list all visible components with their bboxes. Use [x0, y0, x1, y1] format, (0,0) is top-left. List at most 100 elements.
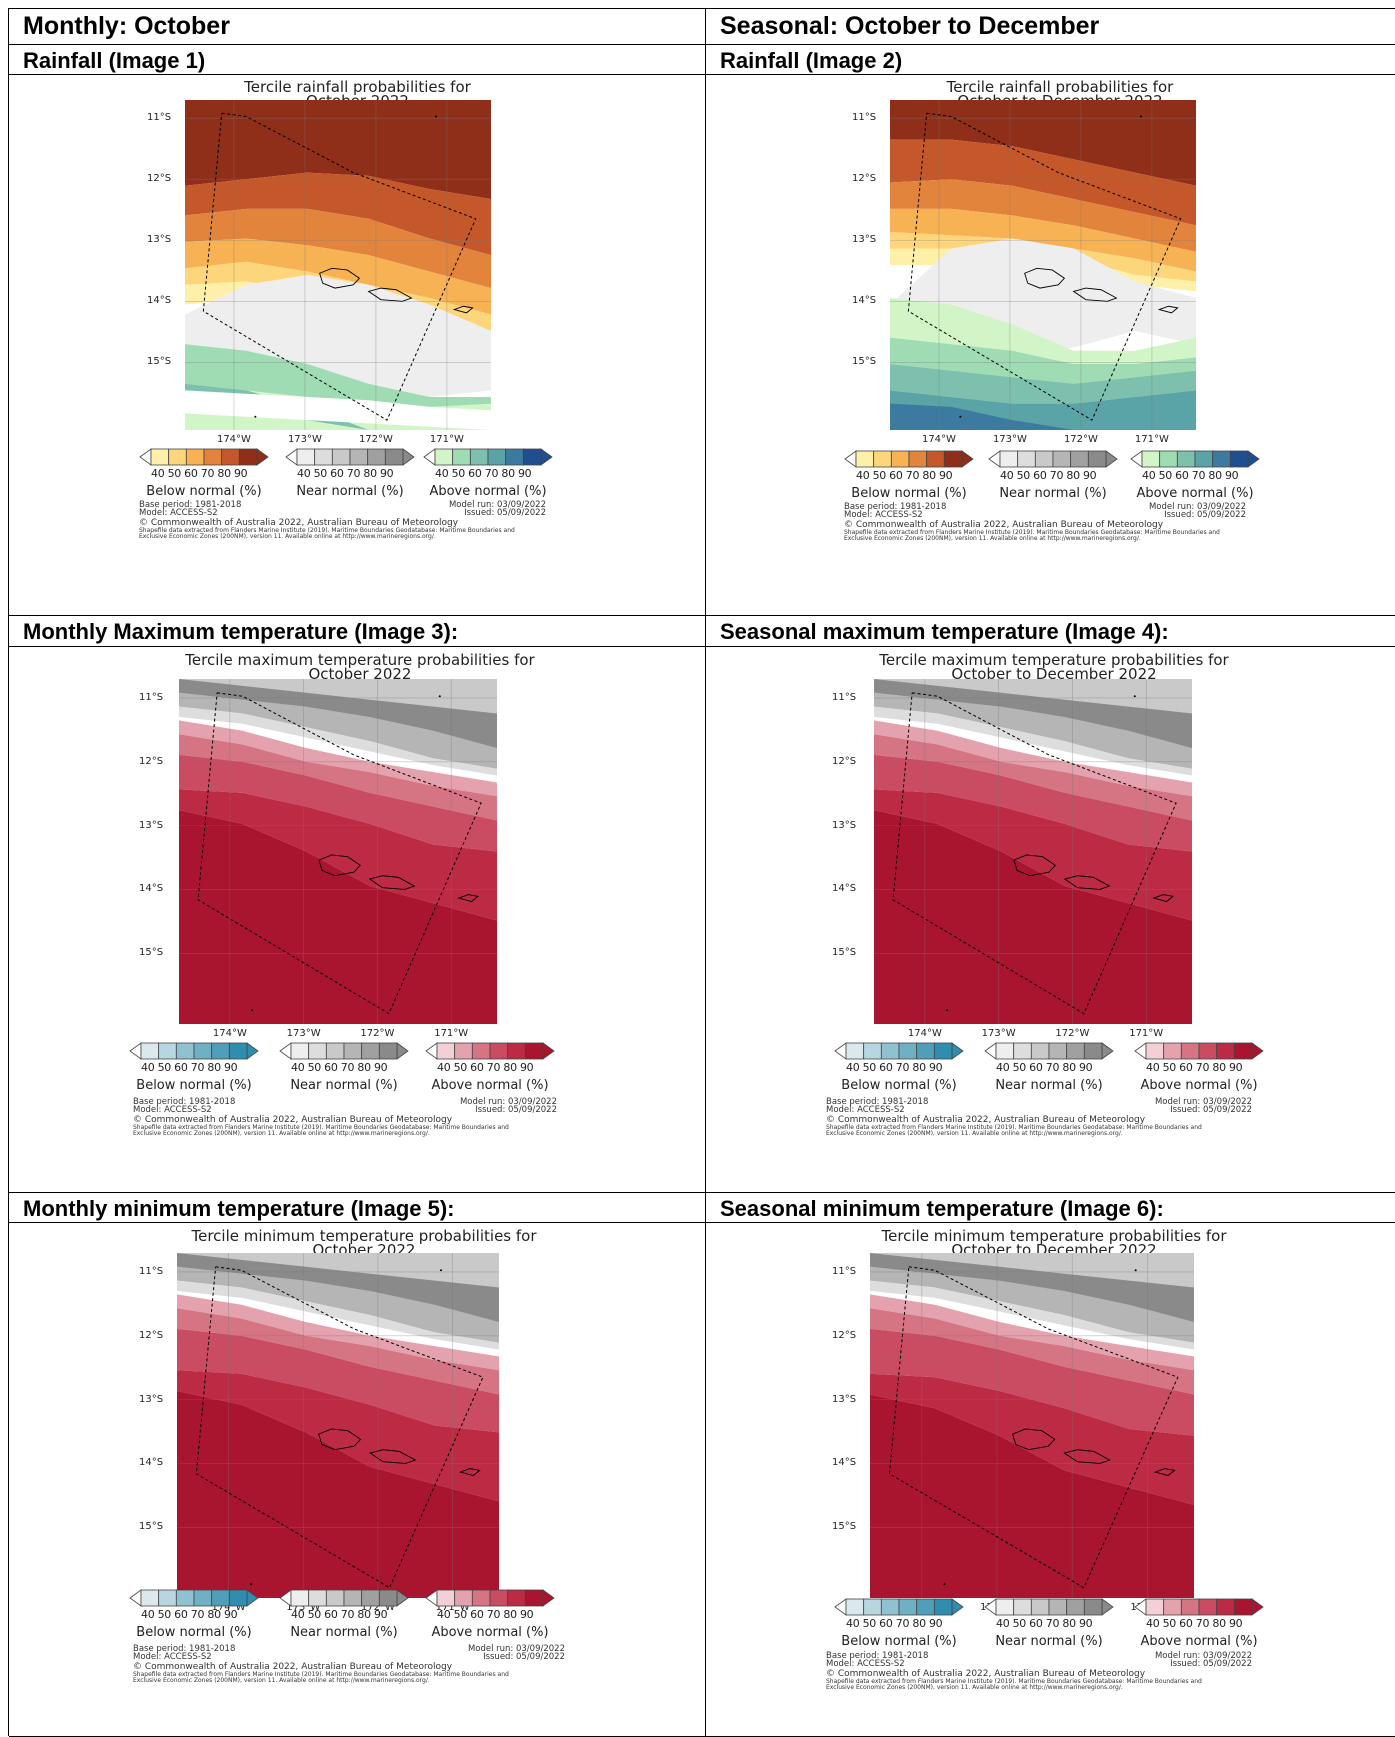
legend-swatch — [211, 1042, 230, 1060]
legend-swatch — [1030, 1598, 1050, 1616]
legend-swatch — [1083, 1042, 1103, 1060]
forecast-map — [179, 679, 497, 1024]
legend-swatch — [1163, 1598, 1182, 1616]
legend-above-normal: 40 50 60 70 80 90 Above normal (%) — [423, 448, 553, 499]
latitude-label: 13°S — [139, 1393, 164, 1405]
island-outline — [1157, 305, 1179, 314]
legend-swatch — [1145, 1598, 1165, 1616]
panel-footer: Base period: 1981-2018 Model: ACCESS-S2 Mo… — [127, 1098, 593, 1158]
latitude-label: 13°S — [832, 819, 857, 831]
source-note: Exclusive Economic Zones (200NM), versio… — [139, 533, 436, 540]
legend-swatch — [308, 1042, 327, 1060]
latitude-label: 12°S — [832, 1329, 857, 1341]
island-outline — [1012, 1428, 1056, 1451]
contour-band — [185, 100, 491, 199]
legend-above-normal: 40 50 60 70 80 90 Above normal (%) — [1134, 1042, 1264, 1093]
legend-swatch — [228, 1042, 248, 1060]
latitude-label: 11°S — [147, 112, 172, 124]
legend-swatch — [507, 1042, 526, 1060]
model-name: Model: ACCESS-S2 — [133, 1652, 212, 1662]
contour-band — [890, 364, 1196, 404]
legend-swatch — [1017, 450, 1036, 468]
colorbar-ticks: 40 50 60 70 80 90 — [856, 469, 953, 482]
image-cell: Tercile maximum temperature probabilitie… — [706, 647, 1395, 1193]
contour-band — [179, 734, 497, 821]
legend-swatch — [175, 1042, 195, 1060]
image-cell: Tercile rainfall probabilities forOctobe… — [706, 75, 1395, 616]
contour-band — [179, 692, 497, 769]
legend-swatch — [1233, 1598, 1253, 1616]
latitude-label: 11°S — [832, 691, 857, 703]
base-period: Base period: 1981-2018 — [133, 1644, 236, 1654]
source-note: Exclusive Economic Zones (200NM), versio… — [826, 1130, 1123, 1137]
legend-swatch — [1030, 1042, 1050, 1060]
legend-swatch — [1048, 1042, 1068, 1060]
contour-band — [177, 1280, 499, 1350]
colorbar-ticks: 40 50 60 70 80 90 — [435, 467, 532, 480]
contour-band — [890, 139, 1196, 226]
contour-band — [185, 208, 491, 289]
image-cell: Tercile maximum temperature probabilitie… — [9, 647, 706, 1193]
island-outline — [367, 287, 413, 302]
model-run: Model run: 03/09/2022 — [1154, 1097, 1252, 1107]
base-period: Base period: 1981-2018 — [826, 1097, 929, 1107]
contour-band — [890, 298, 1196, 364]
legend-swatch — [995, 1042, 1015, 1060]
forecast-panel: Tercile maximum temperature probabilitie… — [820, 649, 1288, 1189]
legend-swatch — [1180, 1042, 1200, 1060]
contour-band — [870, 1373, 1194, 1505]
legend-swatch — [995, 1598, 1015, 1616]
legend-swatch — [489, 1042, 509, 1060]
source-note: Shapefile data extracted from Flanders M… — [133, 1671, 509, 1678]
legend-swatch — [471, 1589, 491, 1607]
legend-swatch — [1163, 1042, 1182, 1060]
copyright-notice: © Commonwealth of Australia 2022, Austra… — [133, 1662, 453, 1672]
base-period: Base period: 1981-2018 — [139, 500, 242, 510]
source-note: Exclusive Economic Zones (200NM), versio… — [844, 535, 1141, 542]
legend-swatch — [158, 1589, 177, 1607]
island-outline — [457, 894, 479, 903]
legend-below-normal: 40 50 60 70 80 90 Below normal (%) — [139, 448, 269, 499]
legend-swatch — [331, 448, 351, 466]
legend-swatch — [524, 1589, 544, 1607]
contour-band — [890, 179, 1196, 252]
colorbar — [425, 1589, 555, 1607]
latitude-label: 12°S — [852, 173, 877, 185]
longitude-label: 171°W — [1134, 434, 1169, 445]
contour-band — [890, 337, 1196, 384]
legend-swatch — [384, 448, 404, 466]
latitude-label: 11°S — [139, 691, 164, 703]
contour-band — [870, 1294, 1194, 1371]
colorbar-ticks: 40 50 60 70 80 90 — [846, 1617, 943, 1630]
colorbar-ticks: 40 50 60 70 80 90 — [1000, 469, 1097, 482]
legend-above-normal: 40 50 60 70 80 90 Above normal (%) — [1134, 1598, 1264, 1649]
legend-swatch — [203, 448, 223, 466]
latitude-label: 14°S — [139, 883, 164, 895]
colorbar — [984, 1598, 1114, 1616]
island-outline — [319, 267, 361, 289]
colorbar — [285, 448, 415, 466]
legend-swatch — [933, 1042, 953, 1060]
latitude-label: 15°S — [832, 947, 857, 959]
model-name: Model: ACCESS-S2 — [139, 508, 218, 518]
colorbar-label: Below normal (%) — [136, 1078, 252, 1093]
latitude-label: 15°S — [139, 1521, 164, 1533]
legend-swatch — [1198, 1042, 1218, 1060]
contour-band — [874, 706, 1192, 776]
legend-swatch — [290, 1042, 310, 1060]
eez-boundary — [888, 1266, 1179, 1589]
latitude-label: 11°S — [832, 1265, 857, 1277]
legend-swatch — [228, 1589, 248, 1607]
colorbar-ticks: 40 50 60 70 80 90 — [437, 1061, 534, 1074]
eez-boundary — [197, 692, 482, 1015]
legend-above-normal: 40 50 60 70 80 90 Above normal (%) — [1130, 450, 1260, 501]
island-outline — [1153, 1468, 1176, 1477]
contour-band — [179, 716, 497, 783]
latitude-label: 13°S — [852, 234, 877, 246]
longitude-label: 174°W — [921, 434, 956, 445]
latitude-label: 13°S — [139, 819, 164, 831]
model-name: Model: ACCESS-S2 — [133, 1105, 212, 1115]
contour-band — [874, 734, 1192, 821]
legend-swatch — [999, 450, 1019, 468]
latitude-label: 11°S — [139, 1265, 164, 1277]
